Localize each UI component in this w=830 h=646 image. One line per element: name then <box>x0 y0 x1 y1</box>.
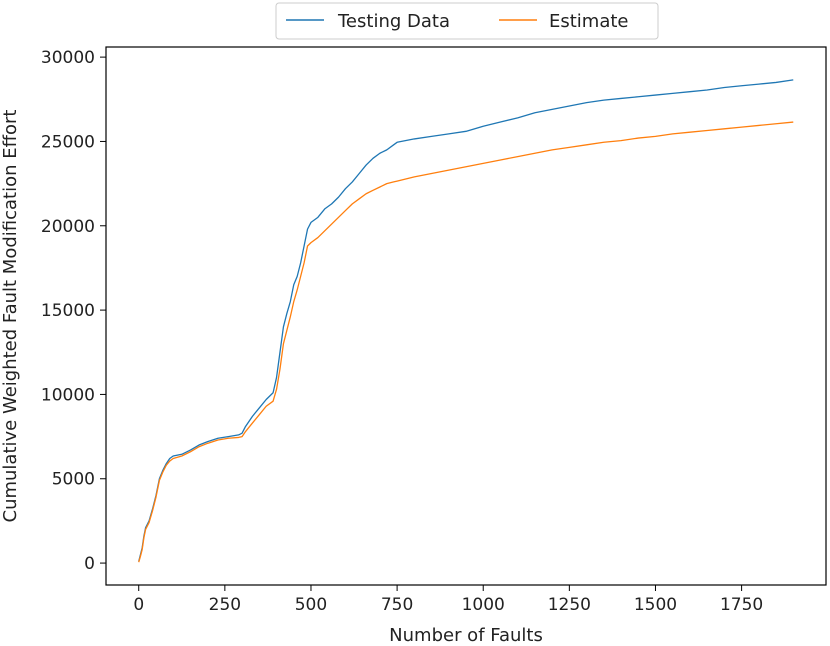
x-tick-label: 500 <box>295 595 327 615</box>
y-tick-label: 30000 <box>41 48 95 68</box>
y-tick-label: 5000 <box>52 470 95 490</box>
x-tick-label: 1000 <box>462 595 505 615</box>
y-tick-label: 25000 <box>41 132 95 152</box>
legend-box <box>275 2 659 40</box>
series-line-estimate <box>138 121 794 563</box>
x-axis-title: Number of Faults <box>389 625 543 646</box>
series-layer <box>138 79 794 563</box>
y-tick-label: 20000 <box>41 217 95 237</box>
y-tick-label: 10000 <box>41 385 95 405</box>
x-tick-label: 250 <box>209 595 241 615</box>
ticks: 0 250 500 750 1000 1250 1500 1750 0 5000 10000 1500… <box>41 48 763 615</box>
x-tick-label: 0 <box>133 595 144 615</box>
y-tick-label: 15000 <box>41 301 95 321</box>
y-tick-label: 0 <box>84 554 95 574</box>
x-tick-label: 1250 <box>548 595 591 615</box>
legend-label-estimate: Estimate <box>549 11 629 32</box>
x-tick-label: 750 <box>381 595 413 615</box>
y-axis-title: Cumulative Weighted Fault Modification E… <box>0 110 21 523</box>
plot-frame <box>105 46 827 586</box>
x-tick-label: 1750 <box>720 595 763 615</box>
legend: Testing Data Estimate <box>275 2 659 40</box>
series-line-testing-data <box>138 79 794 562</box>
legend-label-testing-data: Testing Data <box>337 11 450 32</box>
x-tick-label: 1500 <box>634 595 677 615</box>
